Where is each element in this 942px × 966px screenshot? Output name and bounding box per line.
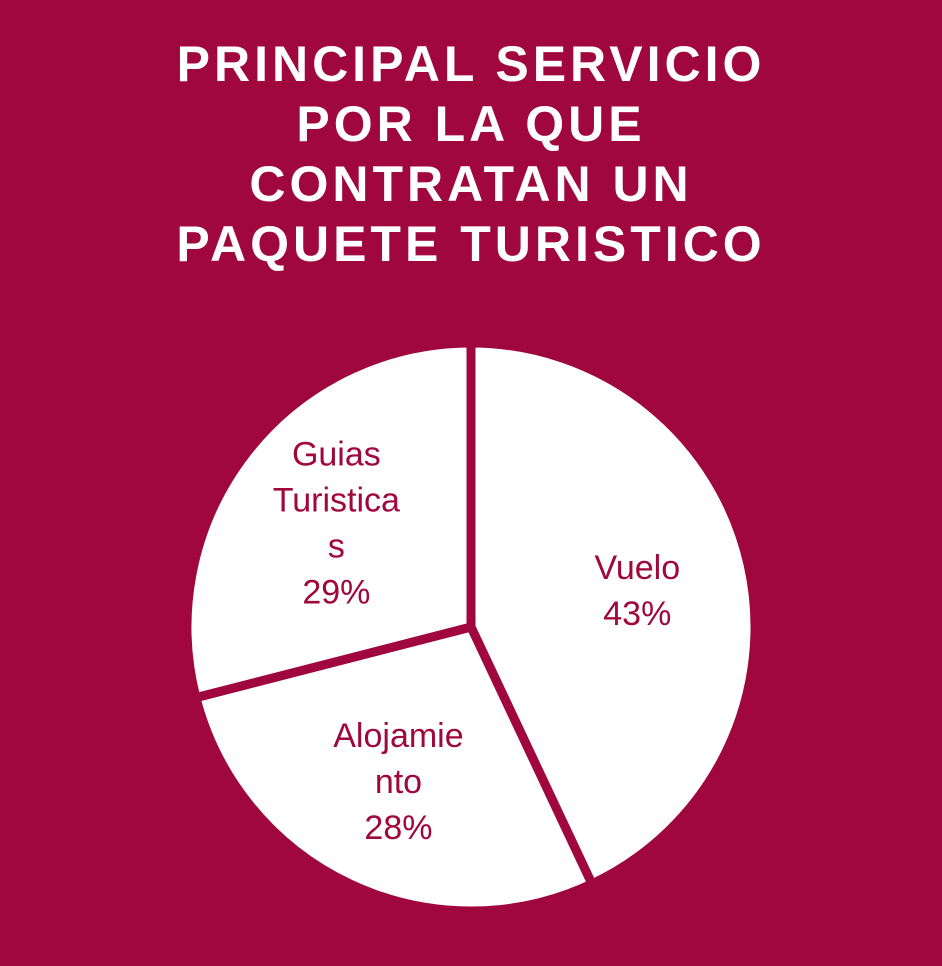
pie-category-label: Alojamie — [333, 717, 463, 755]
pie-percent-label: 28% — [364, 809, 432, 847]
chart-title-line-1: PRINCIPAL SERVICIO — [176, 36, 766, 92]
pie-category-label: s — [328, 528, 345, 566]
chart-title-line-3: CONTRATAN UN — [249, 156, 693, 212]
chart-title-line-4: PAQUETE TURISTICO — [176, 216, 766, 272]
chart-title: PRINCIPAL SERVICIO POR LA QUE CONTRATAN … — [0, 34, 942, 274]
pie-percent-label: 43% — [603, 595, 671, 633]
pie-slice-vuelo — [466, 338, 760, 889]
pie-category-label: Turistica — [273, 482, 400, 520]
pie-percent-label: 29% — [302, 574, 370, 612]
chart-title-line-2: POR LA QUE — [296, 96, 646, 152]
pie-category-label: Vuelo — [594, 549, 680, 587]
pie-data-label-guias-turisticas: Guias Turistica s 29% — [273, 436, 400, 612]
pie-data-label-alojamiento: Alojamie nto 28% — [333, 717, 463, 847]
pie-category-label: Guias — [292, 436, 381, 474]
pie-category-label: nto — [375, 763, 422, 801]
pie-data-label-vuelo: Vuelo 43% — [594, 549, 680, 633]
pie-slice-alojamiento — [191, 622, 597, 916]
pie-slice-guias-turisticas — [182, 338, 476, 703]
